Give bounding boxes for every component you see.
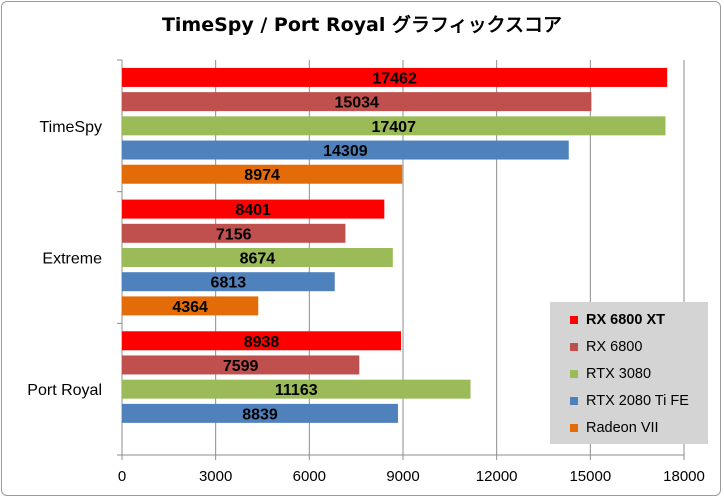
data-label: 17462 [372,70,417,87]
data-label: 14309 [323,143,368,160]
bar [122,403,398,423]
bar [122,67,668,87]
data-label: 17407 [371,119,416,136]
bar [122,272,335,292]
legend-label: RTX 3080 [586,365,652,382]
legend-item: RTX 2080 Ti FE [550,388,708,415]
bar [122,92,592,112]
data-label: 15034 [334,95,379,112]
data-label: 8839 [242,406,278,423]
bar [122,296,259,316]
x-tick-label: 3000 [199,468,232,485]
bar [122,140,569,160]
legend-label: RTX 2080 Ti FE [586,393,689,410]
legend-swatch [570,315,578,324]
legend-swatch [570,424,578,433]
bar [122,331,402,351]
bar [122,164,403,184]
x-tick-label: 9000 [386,468,419,485]
bar [122,116,666,136]
legend-swatch [570,397,578,406]
category-label: Extreme [42,251,102,268]
bar [122,379,471,399]
legend-label: RX 6800 [586,338,643,355]
bar [122,248,393,267]
data-label: 4364 [172,299,208,316]
legend-item: RX 6800 [550,333,708,360]
data-label: 8974 [244,167,280,184]
data-label: 8938 [244,334,280,351]
legend-label: Radeon VII [586,420,659,437]
legend-item: RTX 3080 [550,360,708,387]
data-label: 11163 [275,382,318,399]
bar [122,199,385,219]
bar [122,355,360,375]
legend: RX 6800 XT RX 6800 RTX 3080 RTX 2080 Ti FE R… [550,302,708,444]
category-label: Port Royal [27,382,102,399]
data-label: 7599 [223,358,259,375]
legend-swatch [570,342,578,351]
data-label: 7156 [216,226,252,243]
x-tick-label: 12000 [476,468,518,485]
data-label: 6813 [211,275,247,292]
category-label: TimeSpy [39,119,102,136]
legend-item: Radeon VII [550,415,708,442]
legend-swatch [570,369,578,378]
x-tick-label: 0 [118,468,126,485]
x-tick-label: 6000 [293,468,326,485]
chart-title: TimeSpy / Port Royal グラフィックスコア [161,14,563,36]
legend-label: RX 6800 XT [586,311,665,328]
bar [122,223,346,243]
data-label: 8674 [240,251,276,268]
x-tick-label: 18000 [663,468,705,485]
data-label: 8401 [235,202,271,219]
x-tick-label: 15000 [569,468,611,485]
legend-item: RX 6800 XT [550,306,708,333]
